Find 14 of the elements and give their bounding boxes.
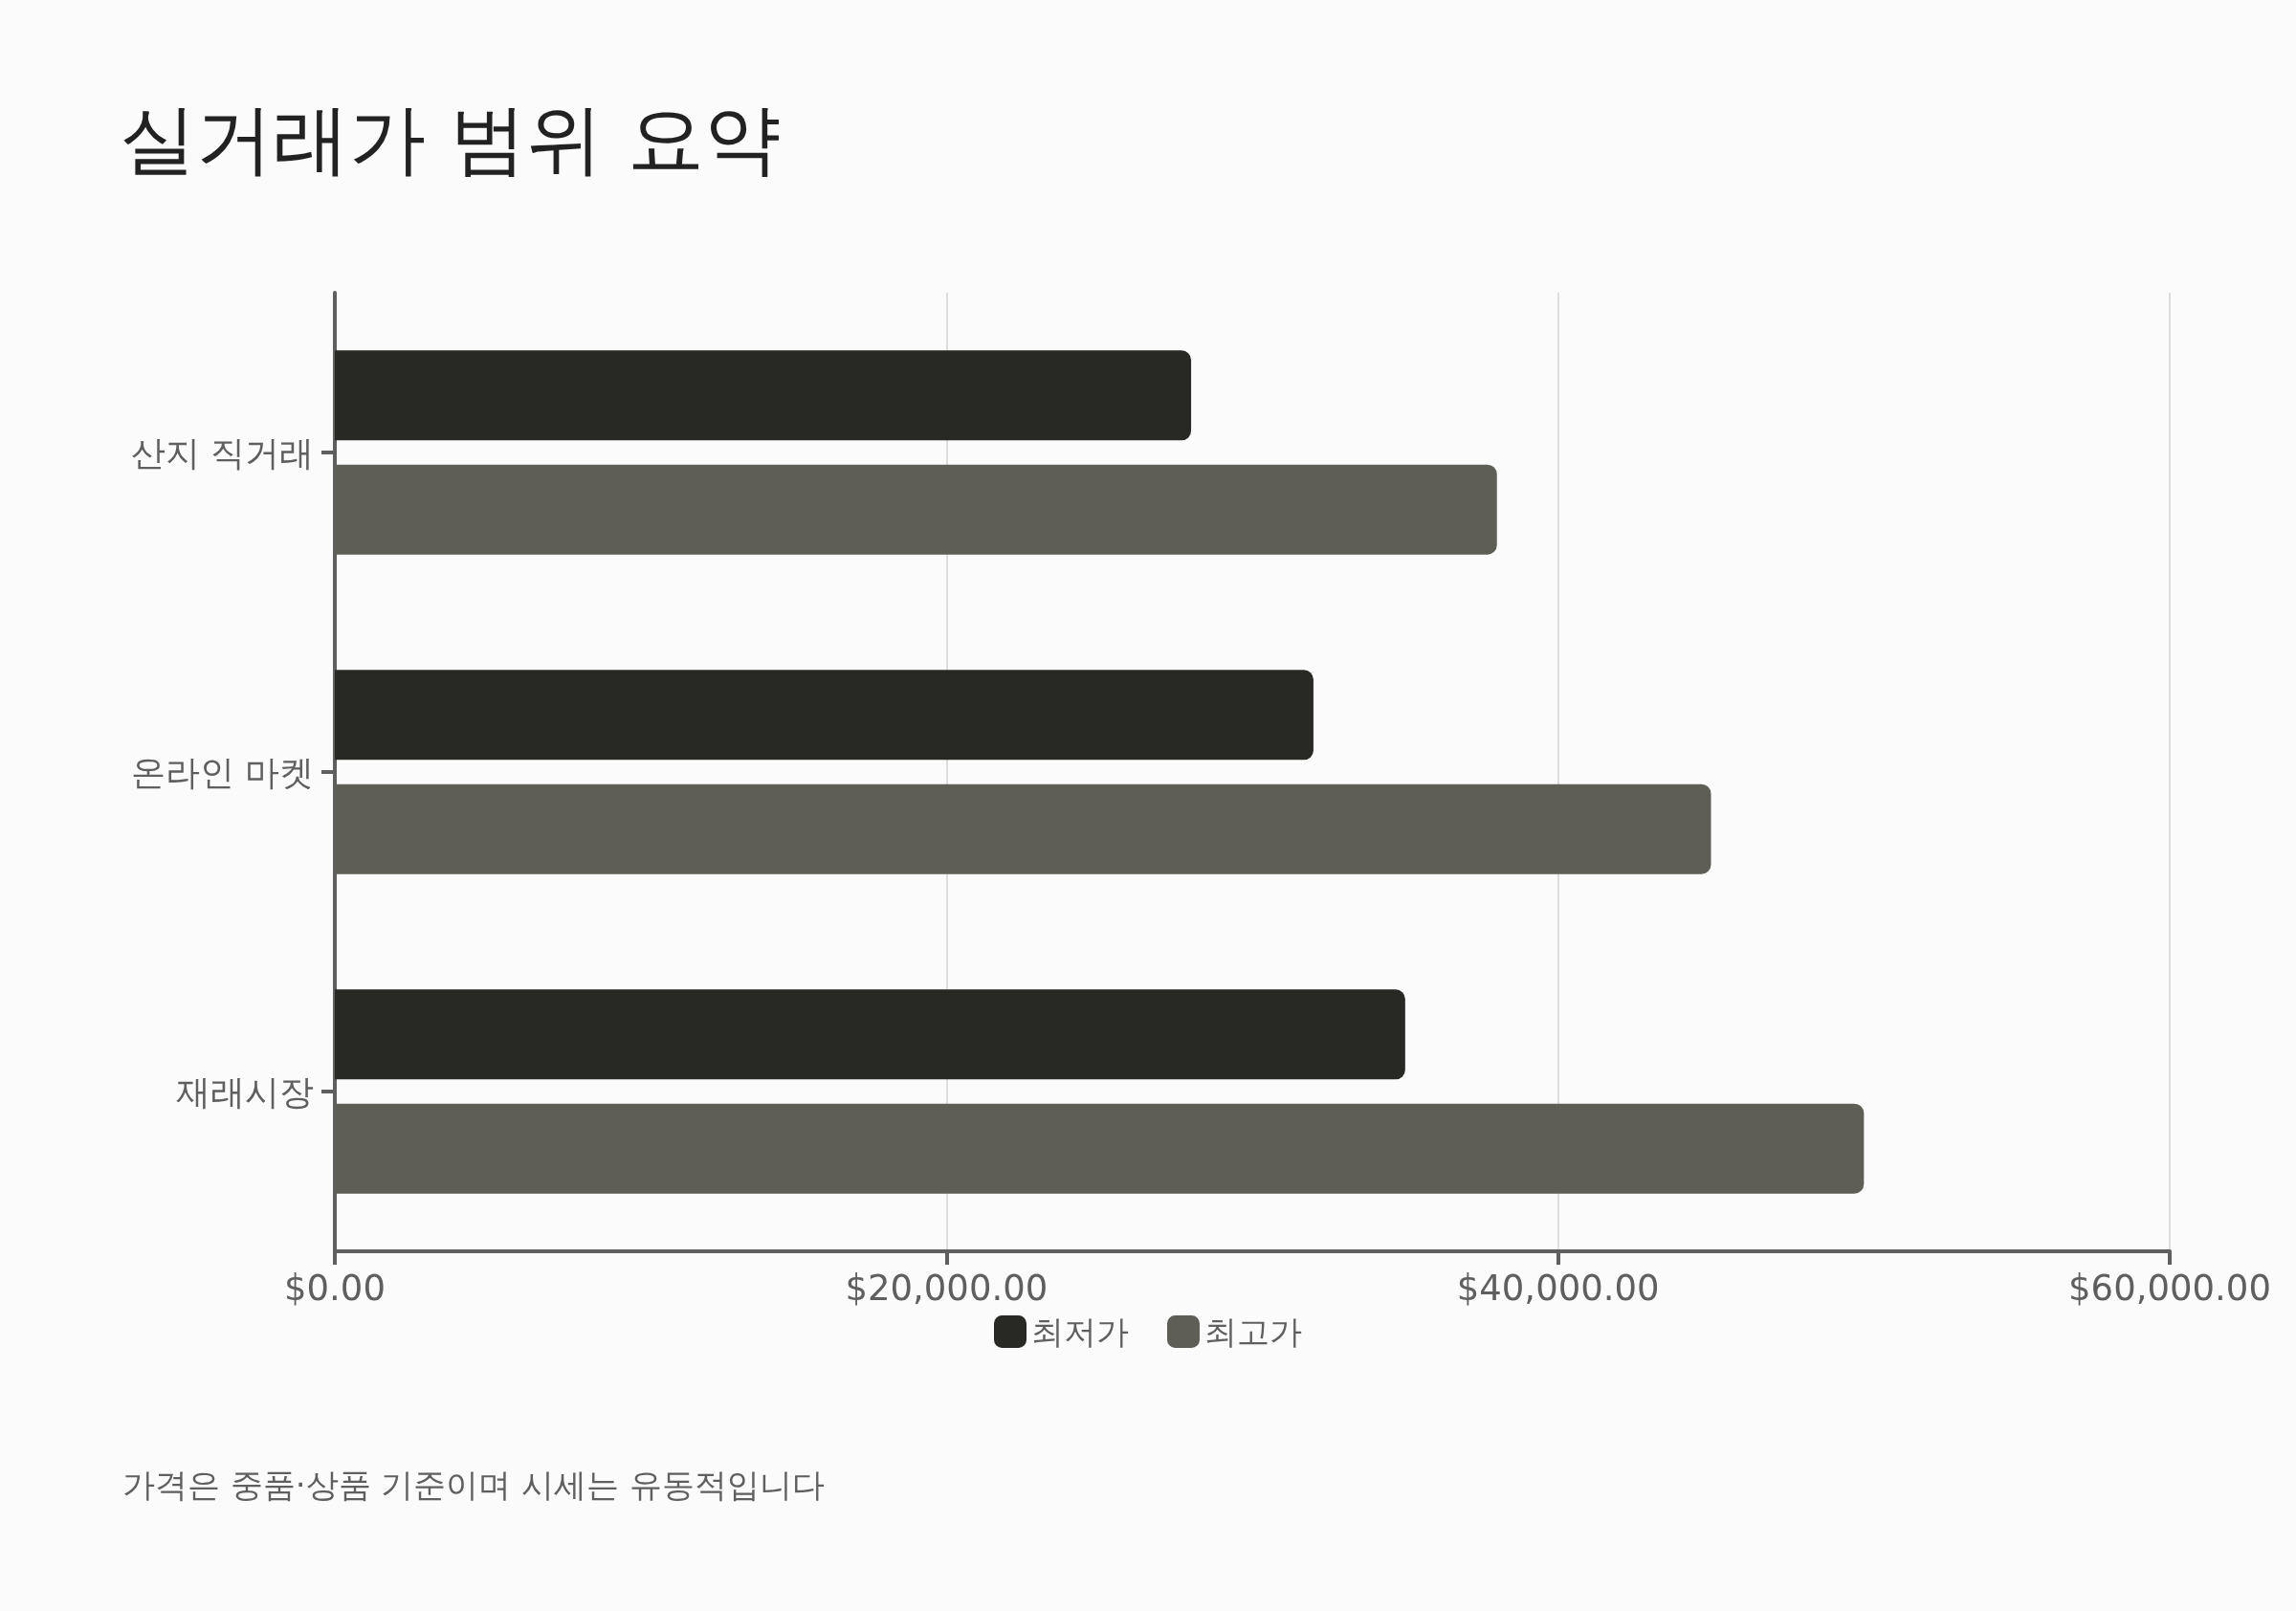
legend-label: 최저가 xyxy=(1031,1313,1129,1351)
chart-title: 실거래가 범위 요약 xyxy=(120,94,781,184)
y-tick-label: 산지 직거래 xyxy=(130,432,314,473)
bar xyxy=(335,989,1405,1080)
bar xyxy=(335,350,1192,441)
y-tick-label: 온라인 마켓 xyxy=(130,752,314,792)
x-tick-label: $60,000.00 xyxy=(2068,1268,2271,1309)
bar xyxy=(335,670,1314,761)
x-tick-label: $20,000.00 xyxy=(845,1268,1049,1309)
x-tick-label: $40,000.00 xyxy=(1456,1268,1660,1309)
y-tick-label: 재래시장 xyxy=(176,1071,314,1112)
x-tick-label: $0.00 xyxy=(284,1268,386,1309)
legend-label: 최고가 xyxy=(1204,1313,1302,1351)
text: 가격은 중품·상품 기준이며 시세는 유동적입니다 xyxy=(122,1466,826,1504)
